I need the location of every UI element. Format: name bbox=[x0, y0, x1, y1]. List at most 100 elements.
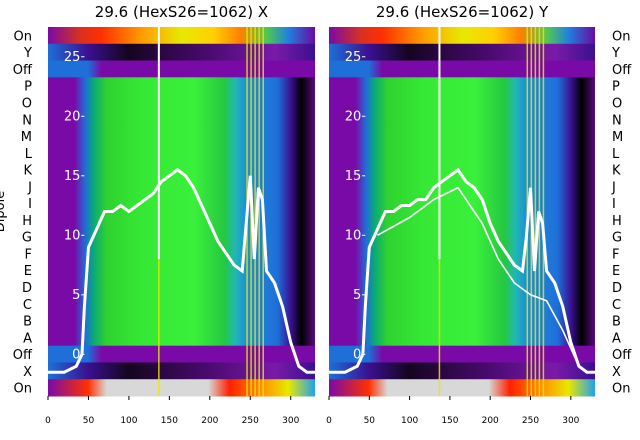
left-row-label: K bbox=[23, 164, 32, 179]
x-tick-label: 300 bbox=[282, 416, 299, 426]
row-labels: OnYOffPONMLKJIHGFEDCBAOffXOnOnYOffPONMLK… bbox=[0, 29, 632, 396]
left-row-label: D bbox=[22, 281, 32, 296]
right-row-label: Y bbox=[611, 46, 620, 61]
heatmap-row bbox=[48, 43, 315, 62]
heatmap-row bbox=[329, 228, 595, 246]
overlay-y-tick: 5 bbox=[353, 288, 361, 303]
left-row-label: M bbox=[21, 130, 32, 145]
left-row-label: On bbox=[14, 382, 32, 397]
heatmap-row bbox=[48, 60, 315, 78]
series-line bbox=[377, 186, 580, 367]
left-row-label: H bbox=[22, 214, 32, 229]
x-tick-label: 250 bbox=[522, 416, 539, 426]
right-row-label: J bbox=[611, 180, 616, 195]
heatmap-row bbox=[48, 278, 315, 296]
left-row-label: B bbox=[23, 315, 32, 330]
panel-2: 0 5 10 15 20 25 29.6 (HexS26=1062) Y 0 50 100 150 2… bbox=[326, 3, 595, 426]
heatmap-row bbox=[329, 312, 595, 330]
left-row-label: Y bbox=[23, 46, 32, 61]
heatmap-row bbox=[48, 245, 315, 263]
left-row-label: I bbox=[28, 197, 32, 212]
left-row-label: C bbox=[23, 298, 32, 313]
left-row-label: L bbox=[25, 147, 33, 162]
overlay-y-tick: 25 bbox=[345, 50, 362, 65]
heatmap-row bbox=[329, 43, 595, 62]
heatmap-row bbox=[329, 345, 595, 363]
panel-title: 29.6 (HexS26=1062) X bbox=[95, 3, 268, 21]
left-row-label: Off bbox=[13, 63, 33, 78]
left-row-label: N bbox=[22, 113, 32, 128]
overlay-y-tick: 10 bbox=[345, 228, 362, 243]
overlay-y-tick: 20 bbox=[345, 109, 362, 124]
x-tick-label: 50 bbox=[83, 416, 95, 426]
heatmap-row bbox=[48, 127, 315, 145]
right-row-label: O bbox=[612, 96, 622, 111]
right-row-label: G bbox=[612, 231, 622, 246]
overlay-y-tick: 0 bbox=[353, 347, 361, 362]
x-tick-label: 100 bbox=[401, 416, 418, 426]
right-row-label: F bbox=[612, 247, 619, 262]
right-row-label: X bbox=[612, 365, 621, 380]
overlay-y-tick: 15 bbox=[64, 169, 81, 184]
overlay-y-tick: 5 bbox=[72, 288, 80, 303]
series-line bbox=[329, 167, 595, 374]
right-row-label: I bbox=[612, 197, 616, 212]
x-tick-label: 0 bbox=[326, 416, 332, 426]
panel-1: 0 5 10 15 20 25 29.6 (HexS26=1062) X 0 50 100 150 2… bbox=[45, 3, 315, 426]
right-row-label: E bbox=[612, 264, 620, 279]
right-row-label: D bbox=[612, 281, 622, 296]
heatmap-row bbox=[329, 94, 595, 112]
overlay-y-tick: 15 bbox=[345, 169, 362, 184]
left-row-label: E bbox=[24, 264, 32, 279]
overlay-y-tick: 0 bbox=[72, 347, 80, 362]
heatmap-row bbox=[48, 110, 315, 129]
right-row-label: On bbox=[612, 382, 630, 397]
heatmap-row bbox=[48, 77, 315, 95]
x-tick-label: 150 bbox=[441, 416, 458, 426]
overlay-y-tick: 25 bbox=[64, 50, 81, 65]
y-axis-label: Dipole bbox=[0, 191, 8, 232]
heatmap-row bbox=[48, 328, 315, 347]
heatmap-row bbox=[48, 362, 315, 380]
left-row-label: A bbox=[23, 331, 32, 346]
x-tick-label: 200 bbox=[482, 416, 499, 426]
left-row-label: P bbox=[24, 80, 32, 95]
heatmap-row bbox=[48, 261, 315, 280]
left-row-label: Off bbox=[13, 348, 33, 363]
heatmap-row bbox=[329, 328, 595, 347]
heatmap-row bbox=[48, 345, 315, 363]
heatmap-row bbox=[48, 194, 315, 212]
right-row-label: A bbox=[612, 331, 621, 346]
heatmap-row bbox=[329, 211, 595, 229]
x-tick-label: 0 bbox=[45, 416, 51, 426]
heatmap-row bbox=[329, 379, 595, 397]
left-row-label: O bbox=[22, 96, 32, 111]
heatmap-row bbox=[329, 278, 595, 296]
heatmap-row bbox=[329, 60, 595, 78]
right-row-label: Off bbox=[612, 63, 632, 78]
right-row-label: H bbox=[612, 214, 622, 229]
heatmap-row bbox=[329, 362, 595, 380]
right-row-label: C bbox=[612, 298, 621, 313]
heatmap-row bbox=[329, 27, 595, 45]
right-row-label: On bbox=[612, 29, 630, 44]
heatmap-row bbox=[48, 27, 315, 45]
heatmap-row bbox=[329, 144, 595, 162]
right-row-label: L bbox=[612, 147, 620, 162]
right-row-label: K bbox=[612, 164, 621, 179]
heatmap-row bbox=[48, 161, 315, 179]
heatmap-row bbox=[329, 194, 595, 212]
x-tick-label: 150 bbox=[161, 416, 178, 426]
heatmap-row bbox=[329, 161, 595, 179]
overlay-y-tick: 20 bbox=[64, 109, 81, 124]
overlay-y-tick: 10 bbox=[64, 228, 81, 243]
heatmap-row bbox=[48, 94, 315, 112]
heatmap-row bbox=[329, 261, 595, 280]
heatmap-row bbox=[48, 228, 315, 246]
heatmap-row bbox=[329, 295, 595, 313]
series-line bbox=[48, 167, 315, 374]
heatmap-row bbox=[329, 110, 595, 129]
heatmap-row bbox=[329, 245, 595, 263]
